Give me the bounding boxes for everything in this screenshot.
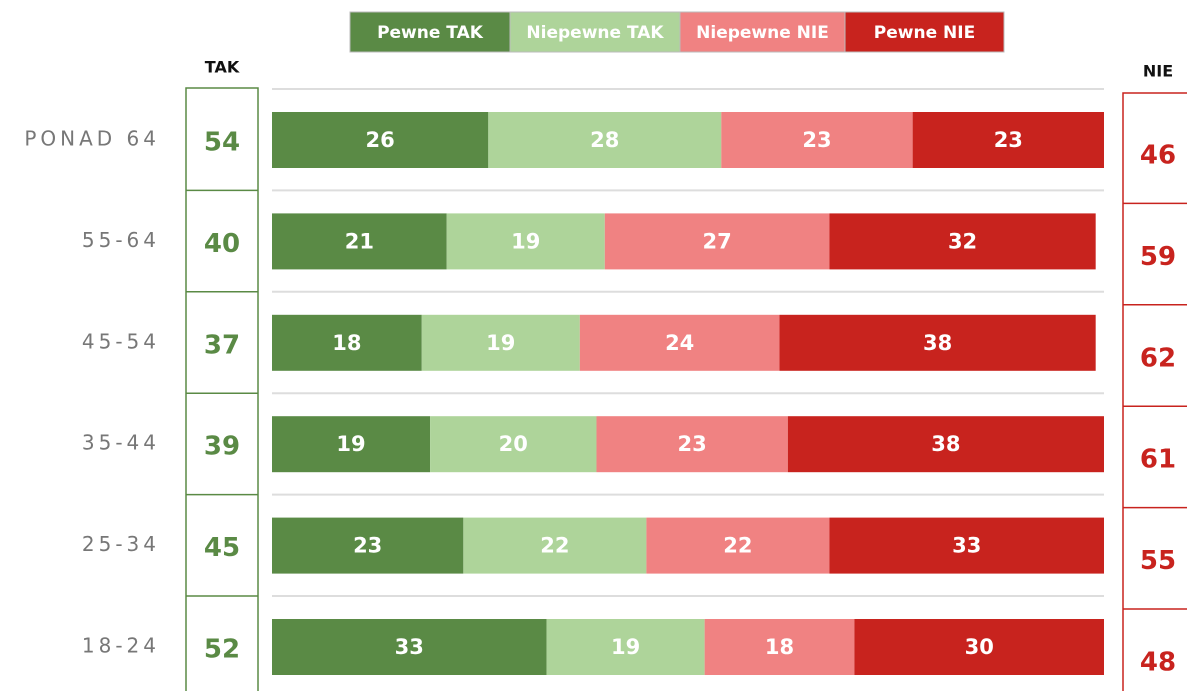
bar-segment <box>421 314 580 371</box>
bar-segment <box>596 416 788 473</box>
bar-segment <box>829 517 1104 574</box>
bar-segment <box>272 314 422 371</box>
bar-label: 19 <box>486 331 515 355</box>
tak-total: 45 <box>204 533 240 563</box>
legend-swatch <box>679 11 846 53</box>
tak-box <box>185 87 259 691</box>
category-label: PONAD 64 <box>24 127 160 151</box>
nie-total: 62 <box>1140 343 1176 373</box>
legend-label: Pewne TAK <box>377 23 484 43</box>
nie-total: 61 <box>1140 445 1176 475</box>
bar-label: 23 <box>353 534 382 558</box>
bar-segment <box>546 619 705 675</box>
bar-label: 26 <box>366 128 395 152</box>
category-label: 18-24 <box>82 634 160 658</box>
category-label: 35-44 <box>82 431 160 455</box>
bar-label: 22 <box>540 534 569 558</box>
bar-segment <box>272 416 431 473</box>
bar-label: 24 <box>665 331 694 355</box>
bar-label: 20 <box>499 432 528 456</box>
legend-swatch <box>844 11 1005 53</box>
bar-label: 38 <box>931 432 960 456</box>
category-label: 25-34 <box>82 532 160 556</box>
bar-label: 23 <box>678 432 707 456</box>
bar-label: 27 <box>703 229 732 253</box>
bar-segment <box>787 416 1104 473</box>
bar-segment <box>463 517 647 574</box>
category-label: 55-64 <box>82 228 160 252</box>
bar-label: 32 <box>948 229 977 253</box>
bar-label: 22 <box>723 534 752 558</box>
total-header: NIE <box>1143 62 1173 81</box>
nie-total: 55 <box>1140 546 1176 576</box>
nie-total: 59 <box>1140 242 1176 272</box>
bar-segment <box>912 112 1104 168</box>
nie-total: 48 <box>1140 648 1176 678</box>
bar-label: 33 <box>952 534 981 558</box>
bar-segment <box>721 112 913 168</box>
bar-label: 18 <box>332 331 361 355</box>
bar-segment <box>272 619 547 675</box>
tak-total: 39 <box>204 432 240 462</box>
bar-segment <box>446 213 605 270</box>
bar-segment <box>604 213 830 270</box>
bar-segment <box>704 619 855 675</box>
total-header: TAK <box>205 58 240 77</box>
legend-swatch <box>349 11 511 53</box>
bar-segment <box>272 517 464 574</box>
bar-segment <box>829 213 1096 270</box>
category-label: 45-54 <box>82 329 160 353</box>
bar-label: 28 <box>590 128 619 152</box>
tak-total: 52 <box>204 635 240 665</box>
nie-box <box>1122 92 1187 691</box>
bar-segment <box>430 416 597 473</box>
legend-swatch <box>509 11 681 53</box>
bar-label: 38 <box>923 331 952 355</box>
bar-segment <box>779 314 1096 371</box>
bar-label: 19 <box>336 432 365 456</box>
bar-segment <box>579 314 780 371</box>
legend-label: Pewne NIE <box>874 23 975 43</box>
bar-segment <box>488 112 722 168</box>
bar-label: 21 <box>345 229 374 253</box>
bar-label: 23 <box>994 128 1023 152</box>
bar-label: 33 <box>395 635 424 659</box>
bar-label: 19 <box>511 229 540 253</box>
bar-label: 19 <box>611 635 640 659</box>
tak-total: 54 <box>204 128 240 158</box>
bar-segment <box>854 619 1104 675</box>
bar-segment <box>272 213 447 270</box>
tak-total: 40 <box>204 229 240 259</box>
legend-label: Niepewne NIE <box>696 23 829 43</box>
bar-segment <box>646 517 830 574</box>
legend-label: Niepewne TAK <box>526 23 664 43</box>
tak-total: 37 <box>204 330 240 360</box>
bar-label: 30 <box>965 635 994 659</box>
bar-label: 23 <box>802 128 831 152</box>
nie-total: 46 <box>1140 141 1176 171</box>
bar-label: 18 <box>765 635 794 659</box>
bar-segment <box>272 112 489 168</box>
